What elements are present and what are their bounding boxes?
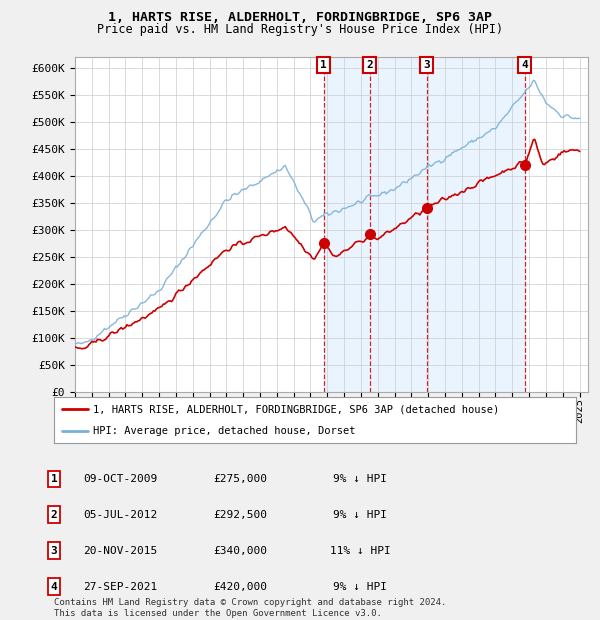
Text: £420,000: £420,000	[213, 582, 267, 591]
Text: 09-OCT-2009: 09-OCT-2009	[83, 474, 157, 484]
Text: £275,000: £275,000	[213, 474, 267, 484]
Text: 11% ↓ HPI: 11% ↓ HPI	[329, 546, 391, 556]
Text: Price paid vs. HM Land Registry's House Price Index (HPI): Price paid vs. HM Land Registry's House …	[97, 23, 503, 36]
Text: 2: 2	[50, 510, 58, 520]
Text: 9% ↓ HPI: 9% ↓ HPI	[333, 510, 387, 520]
Text: £340,000: £340,000	[213, 546, 267, 556]
Text: £292,500: £292,500	[213, 510, 267, 520]
Text: HPI: Average price, detached house, Dorset: HPI: Average price, detached house, Dors…	[93, 426, 356, 436]
Text: 9% ↓ HPI: 9% ↓ HPI	[333, 474, 387, 484]
Text: 3: 3	[423, 60, 430, 70]
Text: 2: 2	[366, 60, 373, 70]
Text: 05-JUL-2012: 05-JUL-2012	[83, 510, 157, 520]
Text: 4: 4	[50, 582, 58, 591]
Text: 1, HARTS RISE, ALDERHOLT, FORDINGBRIDGE, SP6 3AP: 1, HARTS RISE, ALDERHOLT, FORDINGBRIDGE,…	[108, 11, 492, 24]
Text: 4: 4	[521, 60, 528, 70]
Text: 1: 1	[320, 60, 327, 70]
Text: 1, HARTS RISE, ALDERHOLT, FORDINGBRIDGE, SP6 3AP (detached house): 1, HARTS RISE, ALDERHOLT, FORDINGBRIDGE,…	[93, 404, 499, 414]
Text: 9% ↓ HPI: 9% ↓ HPI	[333, 582, 387, 591]
Bar	[323, 57, 525, 392]
Text: 20-NOV-2015: 20-NOV-2015	[83, 546, 157, 556]
Text: 1: 1	[50, 474, 58, 484]
Text: 3: 3	[50, 546, 58, 556]
Text: 27-SEP-2021: 27-SEP-2021	[83, 582, 157, 591]
Text: Contains HM Land Registry data © Crown copyright and database right 2024.
This d: Contains HM Land Registry data © Crown c…	[54, 598, 446, 618]
